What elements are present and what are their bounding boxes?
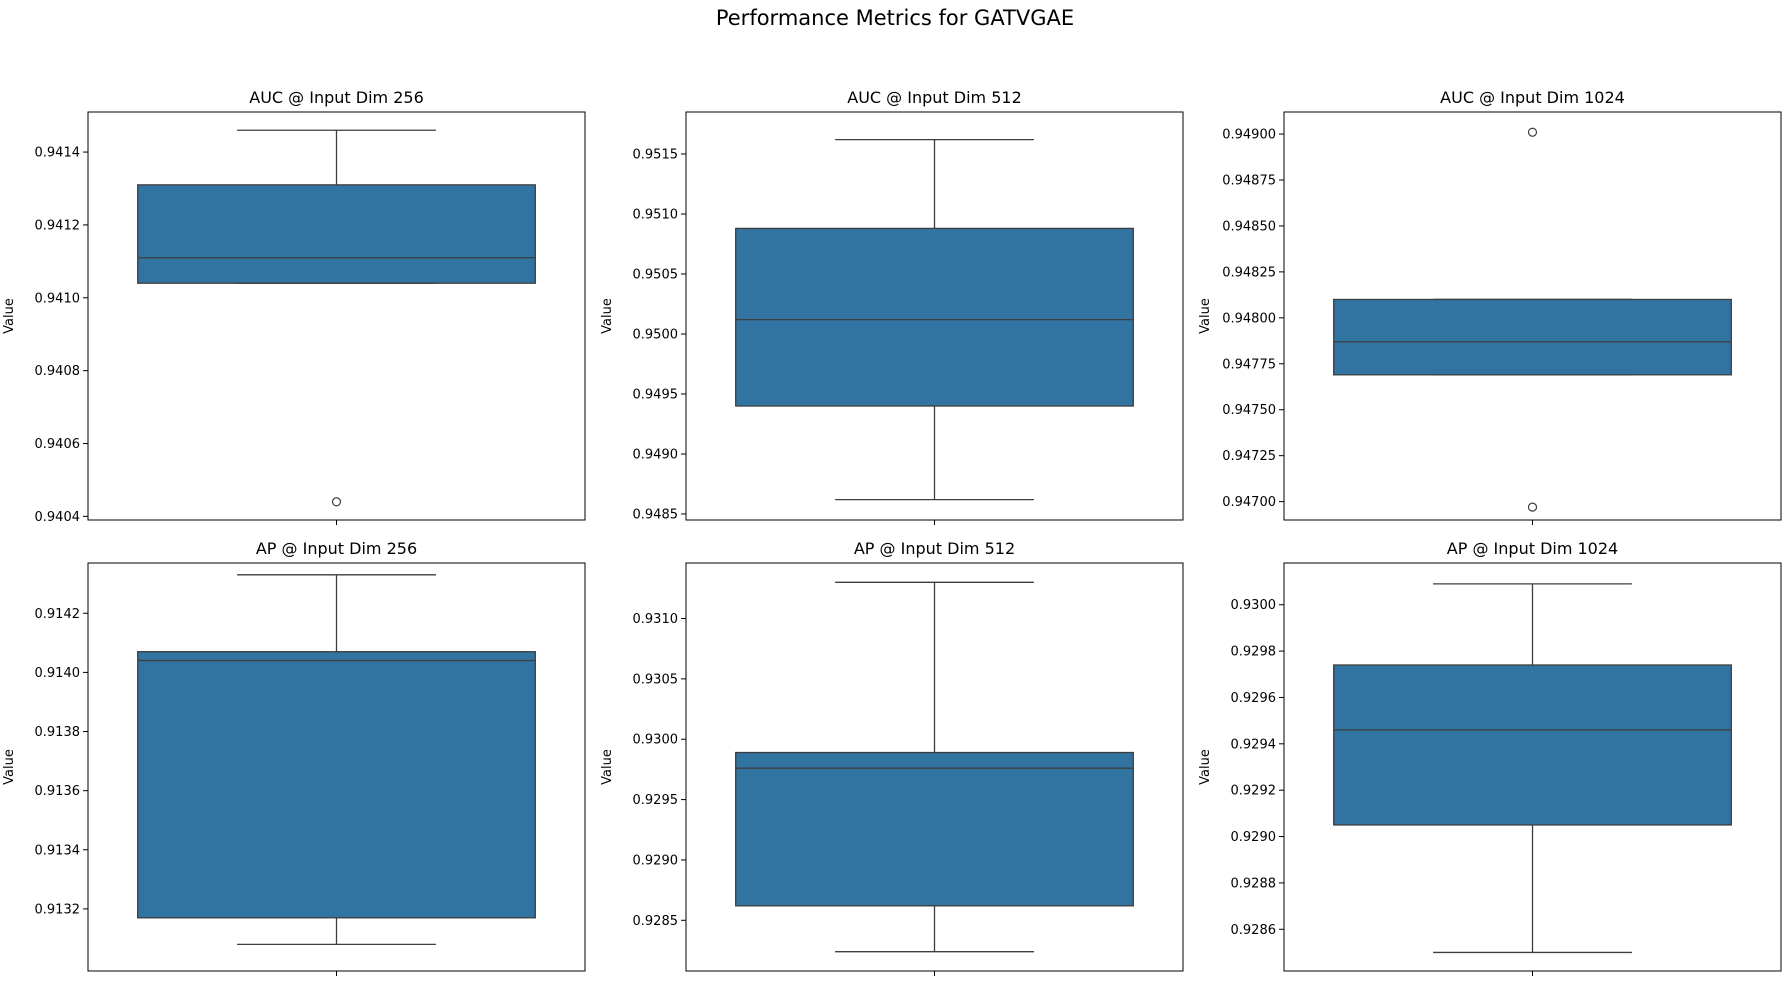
y-tick-label: 0.9485 bbox=[633, 508, 679, 523]
y-tick-label: 0.9290 bbox=[1231, 830, 1277, 845]
box-iqr bbox=[137, 184, 536, 284]
y-tick-label: 0.9408 bbox=[35, 364, 81, 379]
y-tick-label: 0.9140 bbox=[35, 666, 81, 681]
y-tick-label: 0.9288 bbox=[1231, 876, 1277, 891]
y-tick-label: 0.94750 bbox=[1222, 403, 1276, 418]
chart-panel-4: AP @ Input Dim 256 Value 0.9132 0.9134 0.913… bbox=[2, 539, 586, 976]
y-tick-label: 0.9515 bbox=[633, 148, 679, 163]
y-tick-label: 0.94775 bbox=[1222, 357, 1276, 372]
box-iqr bbox=[735, 227, 1134, 407]
axes-frame bbox=[87, 111, 586, 521]
y-tick-label: 0.9495 bbox=[633, 388, 679, 403]
y-axis-label: Value bbox=[2, 298, 17, 334]
axes-frame bbox=[685, 111, 1184, 521]
chart-panel-3: AUC @ Input Dim 1024 Value 0.94700 0.94725 0… bbox=[1198, 88, 1782, 525]
outlier-point bbox=[1527, 502, 1538, 512]
y-axis-label: Value bbox=[600, 749, 615, 785]
y-tick-label: 0.9412 bbox=[35, 218, 81, 233]
y-tick-label: 0.9505 bbox=[633, 268, 679, 283]
y-tick-label: 0.94700 bbox=[1222, 495, 1276, 510]
y-tick-label: 0.9310 bbox=[633, 612, 679, 627]
y-tick-label: 0.9414 bbox=[35, 146, 81, 161]
chart-panel-1: AUC @ Input Dim 256 Value 0.9404 0.9406 0.94… bbox=[2, 88, 586, 525]
y-tick-label: 0.94850 bbox=[1222, 219, 1276, 234]
y-tick-label: 0.9300 bbox=[1231, 598, 1277, 613]
axes-frame bbox=[87, 562, 586, 972]
axes-frame bbox=[1283, 562, 1782, 972]
y-tick-label: 0.9490 bbox=[633, 448, 679, 463]
y-tick-label: 0.9286 bbox=[1231, 923, 1277, 938]
y-tick-label: 0.94900 bbox=[1222, 128, 1276, 143]
y-axis-label: Value bbox=[600, 298, 615, 334]
y-axis-label: Value bbox=[1198, 749, 1213, 785]
y-tick-label: 0.9404 bbox=[35, 510, 81, 525]
chart-panel-2: AUC @ Input Dim 512 Value 0.9485 0.9490 0.94… bbox=[600, 88, 1184, 525]
y-tick-label: 0.9142 bbox=[35, 607, 81, 622]
y-tick-label: 0.9410 bbox=[35, 291, 81, 306]
panel-title: AP @ Input Dim 1024 bbox=[1447, 539, 1618, 558]
y-tick-label: 0.9296 bbox=[1231, 691, 1277, 706]
y-tick-label: 0.9138 bbox=[35, 725, 81, 740]
panel-title: AUC @ Input Dim 256 bbox=[249, 88, 424, 107]
y-tick-label: 0.9292 bbox=[1231, 784, 1277, 799]
y-tick-label: 0.94725 bbox=[1222, 449, 1276, 464]
panel-title: AP @ Input Dim 512 bbox=[854, 539, 1015, 558]
y-tick-label: 0.94825 bbox=[1222, 265, 1276, 280]
y-tick-label: 0.9294 bbox=[1231, 737, 1277, 752]
y-tick-label: 0.9290 bbox=[633, 853, 679, 868]
y-tick-label: 0.9136 bbox=[35, 784, 81, 799]
panel-title: AUC @ Input Dim 1024 bbox=[1440, 88, 1625, 107]
y-tick-label: 0.94875 bbox=[1222, 174, 1276, 189]
box-iqr bbox=[1333, 664, 1732, 826]
axes-frame bbox=[685, 562, 1184, 972]
y-tick-label: 0.9300 bbox=[633, 733, 679, 748]
y-axis-label: Value bbox=[2, 749, 17, 785]
outlier-point bbox=[1527, 127, 1538, 137]
y-axis-label: Value bbox=[1198, 298, 1213, 334]
y-tick-label: 0.9285 bbox=[633, 914, 679, 929]
y-tick-label: 0.9295 bbox=[633, 793, 679, 808]
y-tick-label: 0.9510 bbox=[633, 208, 679, 223]
y-tick-label: 0.9134 bbox=[35, 843, 81, 858]
y-tick-label: 0.9298 bbox=[1231, 645, 1277, 660]
panel-title: AP @ Input Dim 256 bbox=[256, 539, 417, 558]
figure-title: Performance Metrics for GATVGAE bbox=[715, 6, 1075, 30]
y-tick-label: 0.9305 bbox=[633, 672, 679, 687]
y-tick-label: 0.9406 bbox=[35, 437, 81, 452]
chart-panel-6: AP @ Input Dim 1024 Value 0.9286 0.9288 0.92… bbox=[1198, 539, 1782, 976]
y-tick-label: 0.94800 bbox=[1222, 311, 1276, 326]
outlier-point bbox=[331, 497, 342, 507]
panel-title: AUC @ Input Dim 512 bbox=[847, 88, 1022, 107]
chart-panel-5: AP @ Input Dim 512 Value 0.9285 0.9290 0.929… bbox=[600, 539, 1184, 976]
axes-frame bbox=[1283, 111, 1782, 521]
y-tick-label: 0.9132 bbox=[35, 902, 81, 917]
box-iqr bbox=[1333, 298, 1732, 376]
y-tick-label: 0.9500 bbox=[633, 328, 679, 343]
box-iqr bbox=[735, 751, 1134, 907]
box-iqr bbox=[137, 651, 536, 919]
